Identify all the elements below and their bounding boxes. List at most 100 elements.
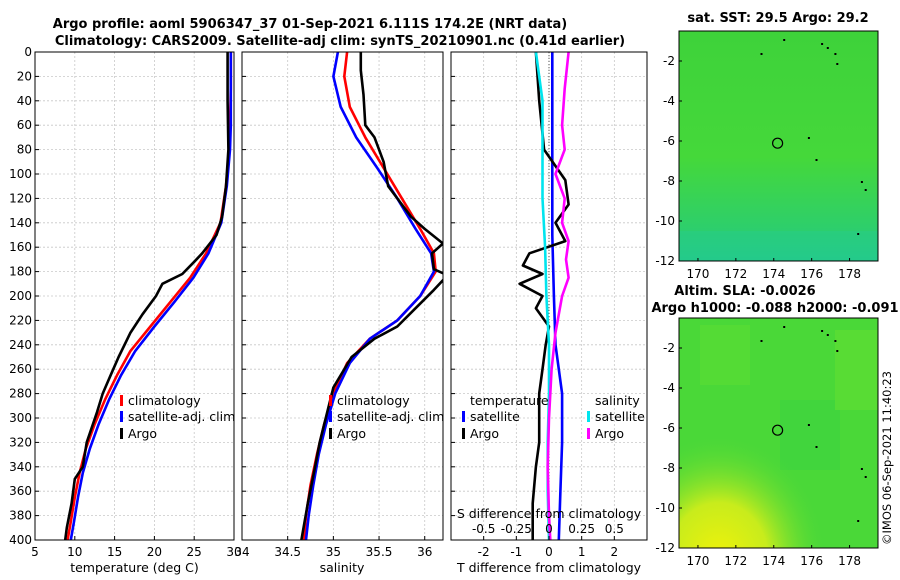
- depth-ytick-label: 20: [17, 69, 32, 83]
- salinity-legend-argo: Argo: [337, 426, 366, 441]
- temperature-profile-xtick-label: 25: [187, 545, 202, 559]
- difference-panel: -2 -1 0 1 2 -0.5 -0.25 0 0.25 0.5 T difference fr…: [450, 51, 648, 575]
- salinity-panel: 34 34.5 35 35.5 36 salinity climatology sate…: [234, 51, 444, 575]
- difference-series: [518, 52, 570, 540]
- difference-legend-swatch-t-satellite: [462, 411, 465, 422]
- depth-ytick-label: 240: [9, 338, 32, 352]
- sla-map-frame: [678, 317, 879, 549]
- sst-map-islands: [760, 39, 867, 235]
- difference-ticks: -2 -1 0 1 2 -0.5 -0.25 0 0.25 0.5: [451, 51, 624, 559]
- salinity-profile-xtick-label: 36: [417, 545, 432, 559]
- difference-profile-xtick-label: -2: [478, 545, 490, 559]
- depth-ytick-label: 320: [9, 435, 32, 449]
- difference-top-xtick-label: 0.5: [605, 522, 624, 536]
- sla-map-islands: [760, 326, 867, 522]
- salinity-legend-swatch-climatology: [329, 395, 332, 406]
- depth-ytick-label: 140: [9, 216, 32, 230]
- sla-map-island: [783, 326, 786, 328]
- depth-ytick-label: 40: [17, 94, 32, 108]
- sla-map-island: [857, 520, 860, 522]
- temperature-profile-xtick-label: 20: [147, 545, 162, 559]
- salinity-legend-climatology: climatology: [337, 393, 410, 408]
- sla-map-xtick-label: 178: [838, 554, 861, 568]
- difference-top-xtick-label: 0: [545, 522, 553, 536]
- depth-ytick-label: 340: [9, 460, 32, 474]
- sla-map-xtick-label: 176: [800, 554, 823, 568]
- temperature-legend-climatology: climatology: [128, 393, 201, 408]
- difference-profile-line-temperature-satellite: [550, 52, 564, 540]
- sst-map-south-band: [679, 231, 878, 261]
- sla-map-argo-position: [771, 424, 784, 436]
- sst-map-island: [834, 53, 837, 55]
- difference-legend-s-argo: Argo: [595, 426, 624, 441]
- sst-map-ticks: 170 172 174 176 178 -2 -4 -6 -8 -10 -12: [655, 54, 861, 281]
- sla-map-island: [836, 350, 839, 352]
- sst-map-island: [821, 43, 824, 45]
- salinity-legend: climatology satellite-adj. clim Argo: [329, 393, 444, 441]
- sst-map-ytick-label: -10: [655, 214, 675, 228]
- sst-map-xtick-label: 174: [762, 267, 785, 281]
- sst-map-ytick-label: -2: [663, 54, 675, 68]
- sla-map-xtick-label: 170: [686, 554, 709, 568]
- sla-map-ticks: 170 172 174 176 178 -2 -4 -6 -8 -10 -12: [655, 341, 861, 568]
- sst-map-island: [760, 53, 763, 55]
- sla-map-island: [860, 468, 863, 470]
- imos-credit: ©IMOS 06-Sep-2021 11:40:23: [880, 371, 894, 545]
- depth-ytick-label: 380: [9, 509, 32, 523]
- sla-map-island: [815, 446, 818, 448]
- temperature-profile-xtick-label: 30: [226, 545, 241, 559]
- temperature-profile-xtick-label: 15: [107, 545, 122, 559]
- sst-map-island: [815, 159, 818, 161]
- salinity-profile-line-argo: [300, 52, 443, 540]
- sla-map-subtitle: Argo h1000: -0.088 h2000: -0.091: [651, 301, 898, 316]
- difference-legend-t-satellite: satellite: [470, 409, 520, 424]
- difference-top-xtick-label: -0.25: [501, 522, 532, 536]
- sst-map-panel: sat. SST: 29.5 Argo: 29.2 170 172 174 176 17…: [655, 11, 879, 281]
- salinity-profile-xtick-label: 34: [234, 545, 249, 559]
- difference-profile-line-temperature-argo: [518, 52, 570, 540]
- depth-ytick-label: 180: [9, 265, 32, 279]
- temperature-legend: climatology satellite-adj. clim Argo: [120, 393, 235, 441]
- sst-map-title: sat. SST: 29.5 Argo: 29.2: [687, 11, 868, 26]
- sla-map-island: [826, 334, 829, 336]
- temperature-legend-satellite: satellite-adj. clim: [128, 409, 235, 424]
- sst-map-frame: [678, 30, 879, 262]
- depth-ytick-label: 80: [17, 143, 32, 157]
- difference-profile-xtick-label: -1: [510, 545, 522, 559]
- depth-ytick-label: 200: [9, 289, 32, 303]
- sst-map-island: [783, 39, 786, 41]
- sst-map-xtick-label: 176: [800, 267, 823, 281]
- temperature-panel: 5 10 15 20 25 3002040608010012014016018020022…: [9, 45, 242, 575]
- sla-map-island: [821, 330, 824, 332]
- temperature-profile-xtick-label: 5: [31, 545, 39, 559]
- difference-legend-swatch-t-argo: [462, 428, 465, 439]
- difference-profile-xtick-label: 0: [545, 545, 553, 559]
- salinity-profile-xtick-label: 35: [326, 545, 341, 559]
- difference-legend-swatch-s-argo: [587, 428, 590, 439]
- salinity-legend-swatch-argo: [329, 428, 332, 439]
- sla-map-island: [807, 424, 810, 426]
- difference-legend-swatch-s-satellite: [587, 411, 590, 422]
- sst-map-xtick-label: 178: [838, 267, 861, 281]
- sla-map-title: Altim. SLA: -0.0026: [674, 284, 815, 299]
- sla-map-island: [760, 340, 763, 342]
- depth-ytick-label: 360: [9, 484, 32, 498]
- difference-legend-s-satellite: satellite: [595, 409, 645, 424]
- difference-xlabel: T difference from climatology: [456, 560, 642, 575]
- sla-map-xtick-label: 172: [724, 554, 747, 568]
- temperature-series: [63, 52, 233, 540]
- temperature-legend-argo: Argo: [128, 426, 157, 441]
- difference-profile-line-salinity-argo: [546, 52, 570, 540]
- temperature-ticks: 5 10 15 20 25 3002040608010012014016018020022…: [9, 45, 242, 559]
- temperature-profile-line-argo: [63, 52, 230, 540]
- temperature-profile-line-satellite-adj-clim: [69, 52, 233, 540]
- temperature-profile-xtick-label: 10: [67, 545, 82, 559]
- depth-ytick-label: 400: [9, 533, 32, 547]
- salinity-legend-swatch-satellite: [329, 411, 332, 422]
- sst-map-ytick-label: -4: [663, 94, 675, 108]
- salinity-profile-xtick-label: 35.5: [366, 545, 393, 559]
- sla-map-high-region: [679, 318, 878, 548]
- depth-ytick-label: 100: [9, 167, 32, 181]
- difference-legend-salinity: salinity satellite Argo: [587, 393, 645, 441]
- salinity-legend-satellite: satellite-adj. clim: [337, 409, 444, 424]
